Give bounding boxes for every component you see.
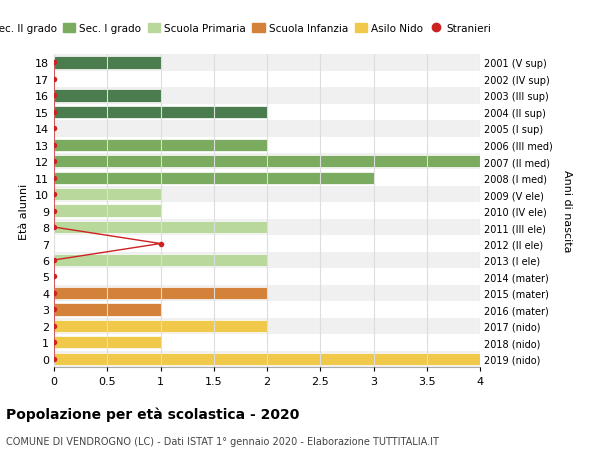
Bar — [54, 334, 480, 351]
Bar — [54, 137, 480, 154]
Bar — [54, 104, 480, 121]
Bar — [54, 88, 480, 104]
Bar — [54, 106, 267, 119]
Bar — [54, 351, 480, 367]
Bar — [54, 72, 480, 88]
Bar — [54, 203, 480, 219]
Bar — [54, 172, 373, 185]
Text: COMUNE DI VENDROGNO (LC) - Dati ISTAT 1° gennaio 2020 - Elaborazione TUTTITALIA.: COMUNE DI VENDROGNO (LC) - Dati ISTAT 1°… — [6, 436, 439, 446]
Bar — [54, 55, 480, 72]
Bar — [54, 353, 480, 365]
Bar — [54, 302, 480, 318]
Y-axis label: Età alunni: Età alunni — [19, 183, 29, 239]
Y-axis label: Anni di nascita: Anni di nascita — [562, 170, 572, 252]
Bar — [54, 57, 161, 69]
Bar — [54, 139, 267, 151]
Legend: Sec. II grado, Sec. I grado, Scuola Primaria, Scuola Infanzia, Asilo Nido, Stran: Sec. II grado, Sec. I grado, Scuola Prim… — [0, 20, 495, 38]
Bar — [54, 170, 480, 186]
Bar — [54, 189, 161, 201]
Bar — [54, 303, 161, 316]
Bar — [54, 121, 480, 137]
Text: Popolazione per età scolastica - 2020: Popolazione per età scolastica - 2020 — [6, 406, 299, 421]
Bar — [54, 205, 161, 217]
Bar — [54, 186, 480, 203]
Bar — [54, 90, 161, 102]
Bar — [54, 336, 161, 349]
Bar — [54, 318, 480, 334]
Bar — [54, 320, 267, 332]
Bar — [54, 156, 480, 168]
Bar — [54, 219, 480, 236]
Bar — [54, 254, 267, 267]
Bar — [54, 236, 480, 252]
Bar — [54, 285, 480, 302]
Bar — [54, 221, 267, 234]
Bar — [54, 154, 480, 170]
Bar — [54, 287, 267, 299]
Bar — [54, 252, 480, 269]
Bar — [54, 269, 480, 285]
